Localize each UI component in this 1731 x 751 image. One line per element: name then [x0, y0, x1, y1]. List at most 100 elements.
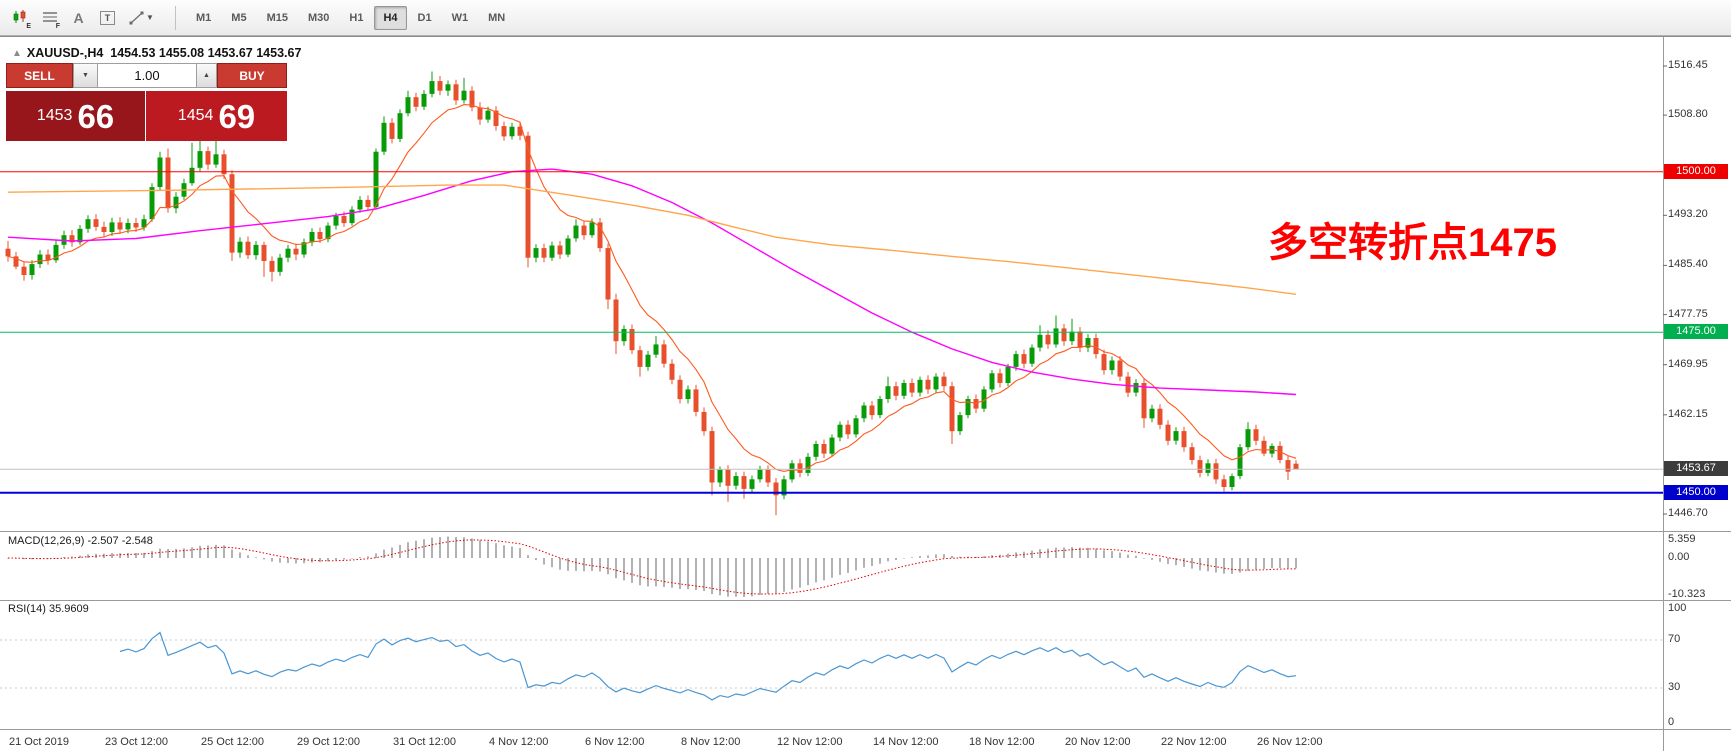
- macd-histogram-bar: [463, 537, 465, 558]
- macd-histogram-bar: [343, 558, 345, 560]
- chart-type-button[interactable]: E: [7, 5, 34, 31]
- chart-header: ▲ XAUUSD-,H4 1454.53 1455.08 1453.67 145…: [12, 46, 301, 60]
- bid-quote-panel[interactable]: 1453 66: [6, 91, 145, 141]
- candle-body: [453, 84, 459, 101]
- macd-histogram-bar: [919, 556, 921, 558]
- candle-body: [93, 219, 99, 227]
- macd-histogram-bar: [1223, 558, 1225, 574]
- macd-histogram-bar: [103, 553, 105, 558]
- textbox-tool-button[interactable]: T: [94, 5, 121, 31]
- candle-body: [661, 344, 667, 364]
- candle-body: [69, 235, 75, 243]
- candle-body: [325, 225, 331, 240]
- candle-body: [301, 242, 307, 255]
- macd-histogram-bar: [183, 548, 185, 558]
- macd-histogram-bar: [543, 558, 545, 565]
- macd-histogram-bar: [63, 557, 65, 558]
- macd-histogram-bar: [175, 548, 177, 558]
- macd-histogram-bar: [327, 558, 329, 562]
- triangle-up-icon: ▲: [203, 72, 210, 79]
- candle-body: [989, 373, 995, 390]
- candle-body: [37, 254, 43, 265]
- candle-body: [277, 257, 283, 272]
- candle-body: [605, 248, 611, 300]
- macd-histogram-bar: [47, 558, 49, 559]
- ma-slow-line: [7, 184, 1297, 295]
- macd-histogram-bar: [1239, 558, 1241, 573]
- macd-histogram-bar: [1247, 558, 1249, 571]
- chart-annotation-text: 多空转折点1475: [1268, 221, 1557, 265]
- buy-button[interactable]: BUY: [217, 63, 287, 88]
- macd-histogram-bar: [271, 558, 273, 562]
- macd-histogram-bar: [23, 558, 25, 560]
- candle-body: [261, 244, 267, 261]
- ask-quote-panel[interactable]: 1454 69: [146, 91, 287, 141]
- timeframe-button-m1[interactable]: M1: [187, 6, 220, 30]
- macd-histogram-bar: [87, 554, 89, 558]
- drawing-tools-button[interactable]: ▼: [123, 5, 160, 31]
- volume-input[interactable]: [98, 63, 196, 88]
- candle-body: [717, 469, 723, 483]
- candle-body: [1285, 460, 1291, 472]
- indicator-list-button[interactable]: F: [36, 5, 63, 31]
- candle-body: [1245, 429, 1251, 448]
- macd-histogram-bar: [351, 558, 353, 559]
- text-tool-button[interactable]: A: [65, 5, 92, 31]
- candle-body: [357, 199, 363, 210]
- candle-body: [1181, 431, 1187, 448]
- candle-body: [533, 248, 539, 258]
- macd-histogram-bar: [703, 558, 705, 592]
- timeframe-button-mn[interactable]: MN: [479, 6, 514, 30]
- macd-histogram-bar: [983, 556, 985, 558]
- macd-histogram-bar: [159, 548, 161, 558]
- candle-body: [805, 456, 811, 473]
- candle-body: [157, 157, 163, 187]
- macd-histogram-bar: [735, 558, 737, 597]
- candle-body: [45, 254, 51, 261]
- sell-button[interactable]: SELL: [6, 63, 73, 88]
- macd-histogram-bar: [775, 558, 777, 594]
- candle-body: [861, 405, 867, 419]
- macd-histogram-bar: [911, 557, 913, 558]
- candle-body: [589, 222, 595, 236]
- macd-histogram-bar: [871, 558, 873, 566]
- macd-histogram-bar: [1167, 558, 1169, 564]
- macd-histogram-bar: [1087, 547, 1089, 558]
- macd-histogram-bar: [559, 558, 561, 570]
- candle-body: [1237, 447, 1243, 477]
- volume-increase-button[interactable]: ▲: [196, 63, 217, 88]
- macd-histogram-bar: [1039, 549, 1041, 558]
- candle-body: [541, 248, 547, 258]
- volume-decrease-button[interactable]: ▼: [73, 63, 98, 88]
- macd-histogram-bar: [31, 558, 33, 560]
- timeframe-button-m5[interactable]: M5: [222, 6, 255, 30]
- candle-body: [957, 415, 963, 432]
- macd-histogram-bar: [847, 558, 849, 573]
- candle-body: [949, 386, 955, 432]
- candle-body: [1101, 354, 1107, 371]
- macd-histogram-bar: [111, 553, 113, 558]
- macd-histogram-bar: [879, 558, 881, 564]
- macd-histogram-bar: [1271, 558, 1273, 569]
- timeframe-button-d1[interactable]: D1: [409, 6, 441, 30]
- candle-body: [845, 424, 851, 435]
- candle-body: [621, 329, 627, 342]
- timeframe-button-h4[interactable]: H4: [374, 5, 407, 30]
- candle-body: [1157, 408, 1163, 425]
- timeframe-button-m30[interactable]: M30: [299, 6, 338, 30]
- macd-histogram-bar: [711, 558, 713, 594]
- macd-histogram-bar: [215, 544, 217, 558]
- macd-histogram-bar: [1143, 558, 1145, 559]
- macd-histogram-bar: [399, 544, 401, 558]
- candle-body: [565, 238, 571, 255]
- candle-body: [1205, 463, 1211, 473]
- collapse-icon[interactable]: ▲: [12, 47, 22, 59]
- timeframe-button-m15[interactable]: M15: [258, 6, 297, 30]
- candle-body: [141, 219, 147, 228]
- candle-body: [1069, 331, 1075, 342]
- timeframe-button-h1[interactable]: H1: [340, 6, 372, 30]
- timeframe-button-w1[interactable]: W1: [443, 6, 478, 30]
- candle-body: [1261, 440, 1267, 454]
